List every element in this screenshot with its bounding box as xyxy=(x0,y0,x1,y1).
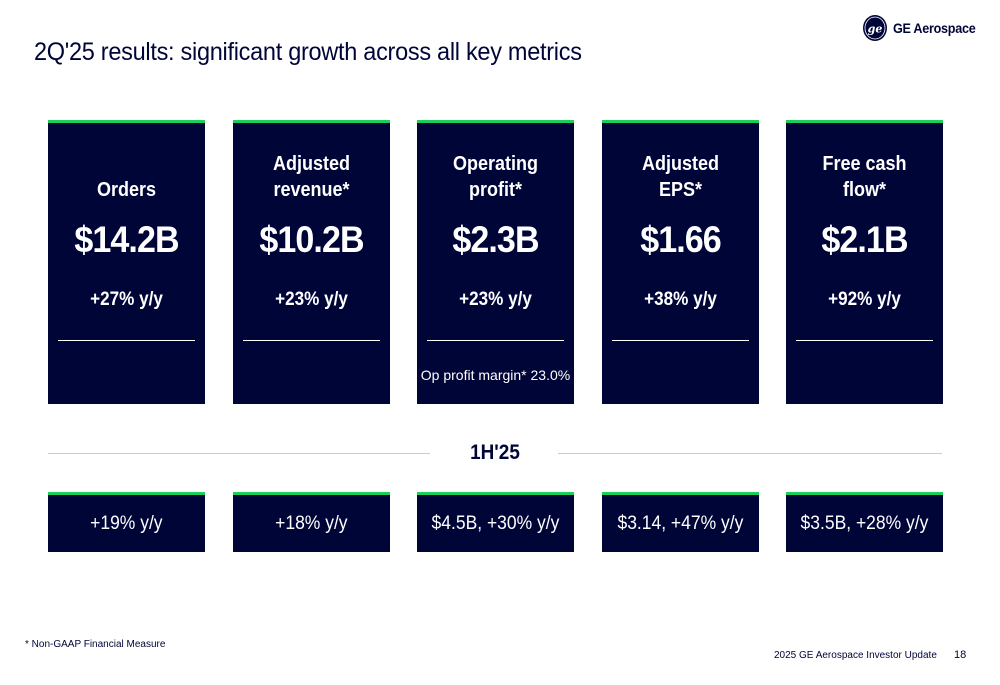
section-divider-right xyxy=(558,453,942,454)
op-profit-margin-note: Op profit margin* 23.0% xyxy=(420,367,571,383)
metric-label: Adjusted revenue* xyxy=(272,153,351,201)
metric-value: $10.2B xyxy=(259,219,364,260)
metric-value: $2.1B xyxy=(821,219,908,260)
half-year-card-adjusted-revenue: +18% y/y xyxy=(233,492,390,552)
divider-line xyxy=(58,340,195,341)
half-year-value: +19% y/y xyxy=(90,512,163,534)
company-logo: ge GE Aerospace xyxy=(862,13,985,43)
metric-growth: +27% y/y xyxy=(90,289,163,310)
section-divider-left xyxy=(48,453,430,454)
divider-line xyxy=(612,340,749,341)
svg-text:ge: ge xyxy=(868,23,883,36)
section-label-1h25: 1H'25 xyxy=(470,441,520,464)
metric-label: Adjusted EPS* xyxy=(641,153,720,201)
metric-card-operating-profit: Operating profit* $2.3B +23% y/y Op prof… xyxy=(417,120,574,404)
metric-label: Operating profit* xyxy=(452,153,538,201)
metric-growth: +38% y/y xyxy=(644,289,717,310)
half-year-value: +18% y/y xyxy=(275,512,348,534)
metric-growth: +23% y/y xyxy=(459,289,532,310)
half-year-value: $4.5B, +30% y/y xyxy=(431,512,560,534)
ge-monogram-icon: ge xyxy=(863,15,887,41)
footer-source: 2025 GE Aerospace Investor Update xyxy=(774,650,937,661)
metric-value: $1.66 xyxy=(640,219,722,260)
divider-line xyxy=(427,340,564,341)
metric-card-adjusted-revenue: Adjusted revenue* $10.2B +23% y/y xyxy=(233,120,390,404)
metric-value: $2.3B xyxy=(452,219,539,260)
half-year-card-free-cash-flow: $3.5B, +28% y/y xyxy=(786,492,943,552)
logo-text: GE Aerospace xyxy=(893,20,976,36)
metric-card-free-cash-flow: Free cash flow* $2.1B +92% y/y xyxy=(786,120,943,404)
half-year-card-adjusted-eps: $3.14, +47% y/y xyxy=(602,492,759,552)
half-year-card-orders: +19% y/y xyxy=(48,492,205,552)
metric-growth: +92% y/y xyxy=(828,289,901,310)
metric-value: $14.2B xyxy=(74,219,179,260)
page-number: 18 xyxy=(954,649,967,661)
half-year-value: $3.5B, +28% y/y xyxy=(800,512,929,534)
half-year-value: $3.14, +47% y/y xyxy=(617,512,744,534)
half-year-card-operating-profit: $4.5B, +30% y/y xyxy=(417,492,574,552)
divider-line xyxy=(796,340,933,341)
footnote: * Non-GAAP Financial Measure xyxy=(25,639,166,650)
metric-growth: +23% y/y xyxy=(275,289,348,310)
metric-label: Free cash flow* xyxy=(822,153,907,201)
metric-card-adjusted-eps: Adjusted EPS* $1.66 +38% y/y xyxy=(602,120,759,404)
metric-label: Orders xyxy=(96,179,157,201)
metric-card-orders: Orders $14.2B +27% y/y xyxy=(48,120,205,404)
page-title: 2Q'25 results: significant growth across… xyxy=(34,38,582,66)
divider-line xyxy=(243,340,380,341)
